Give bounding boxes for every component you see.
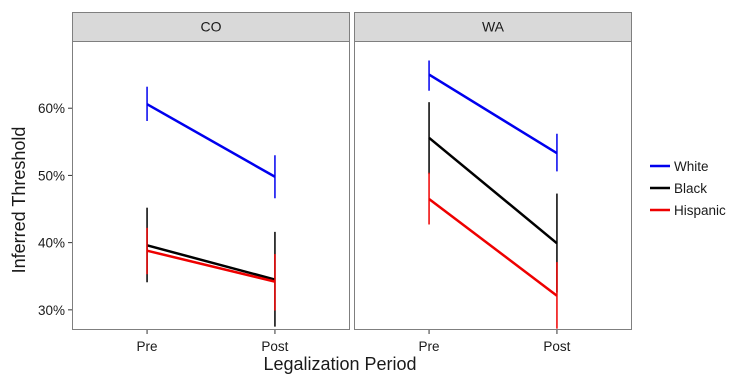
series-white — [146, 86, 276, 199]
y-tick-label: 60% — [38, 101, 65, 116]
legend-label: White — [674, 159, 709, 174]
series-line — [428, 197, 558, 297]
x-tick-label: Pre — [137, 339, 158, 354]
panel-co: CO — [72, 12, 350, 330]
y-tick-label: 40% — [38, 236, 65, 251]
y-tick-label: 50% — [38, 168, 65, 183]
facet-title: CO — [201, 19, 222, 35]
series-hispanic — [428, 172, 558, 329]
panel-wa: WA — [354, 12, 632, 330]
series-line — [146, 249, 276, 283]
series-white — [428, 60, 558, 172]
facet-title: WA — [482, 19, 505, 35]
panel-border — [72, 41, 350, 330]
series-line — [428, 73, 558, 155]
facet-strip — [72, 12, 350, 42]
x-tick-label: Pre — [419, 339, 440, 354]
y-axis-title: Inferred Threshold — [9, 127, 29, 274]
x-tick-label: Post — [261, 339, 288, 354]
legend-label: Hispanic — [674, 203, 726, 218]
legend-item-black: Black — [650, 181, 707, 196]
x-axis: Pre Post Pre Post — [137, 330, 571, 354]
legend: White Black Hispanic — [650, 159, 726, 218]
series-line — [146, 103, 276, 178]
facet-panels: CO WA — [72, 12, 632, 330]
series-line — [146, 244, 276, 281]
legend-item-hispanic: Hispanic — [650, 203, 726, 218]
x-tick-label: Post — [543, 339, 570, 354]
series-line — [428, 136, 558, 245]
y-tick-label: 30% — [38, 303, 65, 318]
legend-item-white: White — [650, 159, 709, 174]
legend-label: Black — [674, 181, 707, 196]
panel-border — [354, 41, 632, 330]
x-axis-title: Legalization Period — [263, 354, 416, 374]
series-hispanic — [146, 227, 276, 311]
y-axis: 30% 40% 50% 60% — [38, 101, 72, 318]
